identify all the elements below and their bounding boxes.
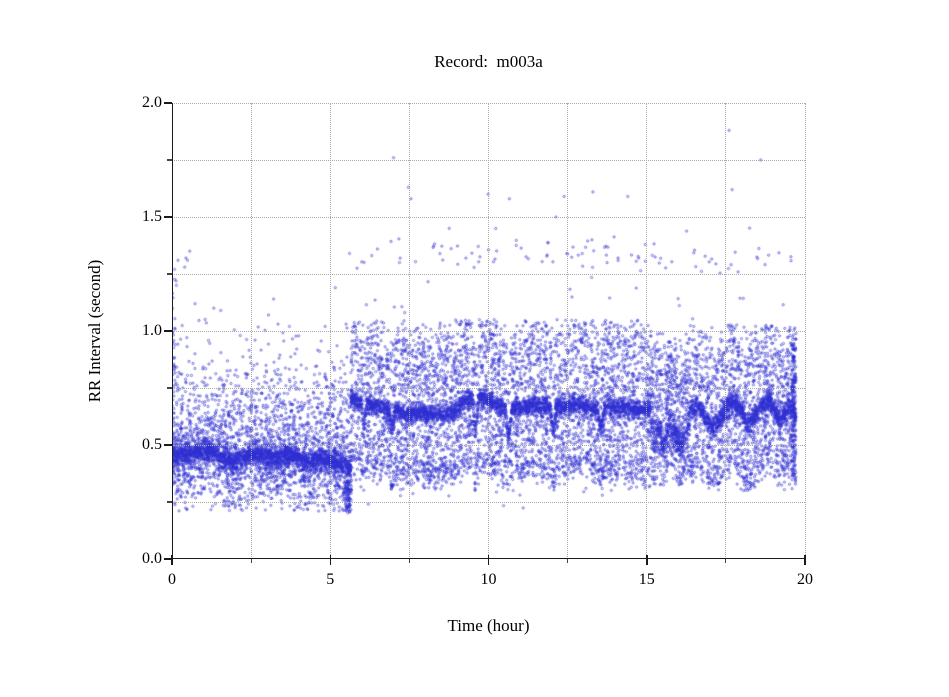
x-axis-title: Time (hour) [447,616,530,635]
y-tick-minor [167,501,172,503]
chart-title: Record: m003a [434,52,543,71]
x-tick-minor [250,559,252,563]
x-tick-minor [725,559,727,563]
y-tick-label: 0.5 [142,436,162,453]
gridline-vertical [329,103,331,559]
plot-area: Record: m003a 0.0 0.5 1.0 1.5 2.0 0 5 10 15 20 Ti… [85,52,813,635]
y-tick-minor [167,273,172,275]
x-tick-major [804,555,806,565]
x-tick-label: 0 [168,571,176,588]
x-tick-minor [567,559,569,563]
y-tick-major [164,216,172,218]
x-tick-major [646,555,648,565]
x-tick-label: 5 [326,571,335,588]
x-tick-major [329,555,331,565]
y-tick-label: 1.5 [142,208,162,225]
x-tick-label: 20 [797,571,813,588]
x-tick-minor [408,559,410,563]
gridline-vertical [488,103,489,559]
y-tick-major [164,558,172,560]
y-tick-major [164,444,172,446]
x-tick-major [171,555,173,565]
y-tick-minor [167,159,172,161]
gridline-vertical [804,103,806,559]
gridline-vertical [408,103,410,559]
gridline-vertical [567,103,569,559]
x-tick-label: 10 [480,571,497,588]
gridline-vertical [725,103,727,559]
y-tick-minor [167,387,172,389]
y-tick-label: 1.0 [142,322,162,339]
x-tick-label: 15 [638,571,655,588]
y-tick-label: 2.0 [142,94,162,111]
gridline-vertical [250,103,252,559]
y-axis-title: RR Interval (second) [85,259,104,403]
x-tick-major [487,555,490,565]
y-axis-line [172,103,174,559]
gridline-vertical [646,103,648,559]
y-tick-major [164,330,172,332]
y-tick-label: 0.0 [142,550,162,567]
y-tick-major [164,102,172,104]
